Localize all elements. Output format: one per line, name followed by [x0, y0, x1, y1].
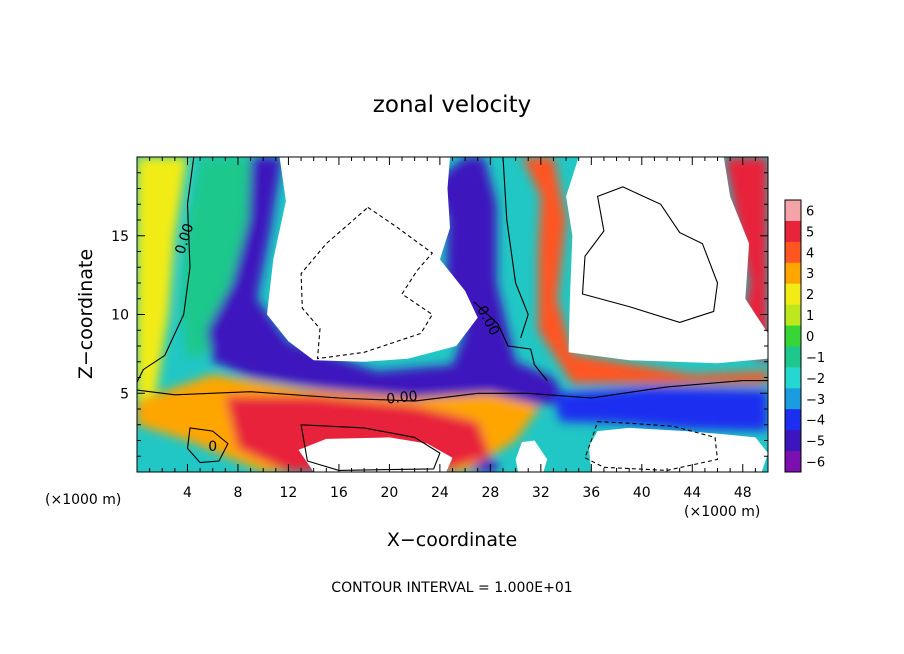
colorbar-label: 4	[806, 246, 814, 261]
blank-lower-left-blank	[298, 437, 453, 472]
contour-zero-line-east	[502, 157, 529, 339]
colorbar-label: −1	[806, 351, 825, 366]
x-tick-label: 12	[280, 485, 298, 501]
colorbar-label: −6	[806, 456, 825, 471]
colorbar-label: 5	[806, 225, 814, 240]
colorbar-label: 0	[806, 330, 814, 345]
z-unit-note: (×1000 m)	[684, 504, 760, 520]
contour-zero-line-jet	[473, 301, 548, 381]
contour-east-upper-cell	[581, 186, 719, 323]
contour-zero-line-west	[137, 157, 195, 383]
blank-upper-right-blank	[566, 157, 768, 364]
colorbar-label: −5	[806, 435, 825, 450]
blank-upper-left-blank	[267, 157, 478, 362]
y-tick-label: 5	[120, 386, 129, 402]
y-axis: 5 10 15	[111, 172, 768, 457]
colorbar-swatch	[785, 241, 801, 264]
contour-label: 0.00	[386, 388, 419, 407]
x-tick-label: 44	[683, 485, 701, 501]
colorbar-label: 3	[806, 267, 814, 282]
contour-lines	[137, 157, 768, 471]
contour-zero-line-mid	[137, 380, 768, 402]
colorbar-label: −3	[806, 393, 825, 408]
chart-title: zonal velocity	[373, 92, 531, 118]
x-tick-label: 36	[582, 485, 600, 501]
region-west-mid-positive	[137, 157, 188, 402]
y-tick-label: 15	[111, 229, 129, 245]
contour-label: 0	[208, 439, 217, 455]
colorbar-label: 6	[806, 204, 814, 219]
region-east-near-surface-cold	[553, 386, 768, 432]
colorbar-swatch	[785, 409, 801, 431]
colorbar-swatch	[785, 388, 801, 410]
colorbar-swatch	[785, 262, 801, 285]
region-east-rising-warm	[521, 157, 768, 384]
colorbar-label: 2	[806, 288, 814, 303]
region-central-jet-return	[181, 157, 270, 359]
colorbar-swatch	[785, 430, 801, 452]
colorbar-swatch	[785, 220, 801, 243]
x-tick-label: 4	[183, 485, 192, 501]
colorbar-swatch	[785, 200, 801, 222]
x-tick-label: 48	[734, 485, 752, 501]
x-unit-note: (×1000 m)	[45, 492, 121, 508]
blank-lower-mid-blank	[515, 440, 548, 472]
colorbar-label: −4	[806, 414, 825, 429]
x-tick-label: 20	[380, 485, 398, 501]
colorbar-label: −2	[806, 372, 825, 387]
y-tick-label: 10	[111, 308, 129, 324]
undefined-areas	[267, 157, 768, 472]
y-axis-label: Z−coordinate	[75, 249, 97, 379]
colorbar-swatch	[785, 346, 801, 368]
x-axis: 4 8 12 16 20 24 28 32 36 40 44 48	[149, 157, 756, 501]
colorbar-swatch	[785, 304, 801, 327]
x-tick-label: 8	[233, 485, 242, 501]
colorbar-swatch	[785, 283, 801, 306]
contour-lower-cell-west	[300, 424, 441, 471]
x-tick-label: 24	[431, 485, 449, 501]
x-axis-label: X−coordinate	[387, 529, 517, 551]
colorbar-swatch	[785, 451, 801, 473]
contour-interval-note: CONTOUR INTERVAL = 1.000E+01	[331, 580, 572, 596]
colorbar-frame	[784, 199, 802, 473]
x-tick-label: 16	[330, 485, 348, 501]
contour-left-small-cell	[186, 427, 229, 464]
colorbar-label: 1	[806, 309, 814, 324]
blank-lower-right-blank	[588, 427, 768, 472]
contour-central-cell	[300, 206, 434, 360]
x-tick-label: 28	[481, 485, 499, 501]
plot-area: 0.000.000.000	[137, 157, 768, 472]
x-tick-label: 32	[532, 485, 550, 501]
x-tick-label: 40	[633, 485, 651, 501]
colorbar-swatch	[785, 367, 801, 389]
colorbar: 6 5 4 3 2 1 0 −1 −2 −3 −4 −5 −6	[784, 199, 825, 473]
colorbar-swatch	[785, 325, 801, 347]
